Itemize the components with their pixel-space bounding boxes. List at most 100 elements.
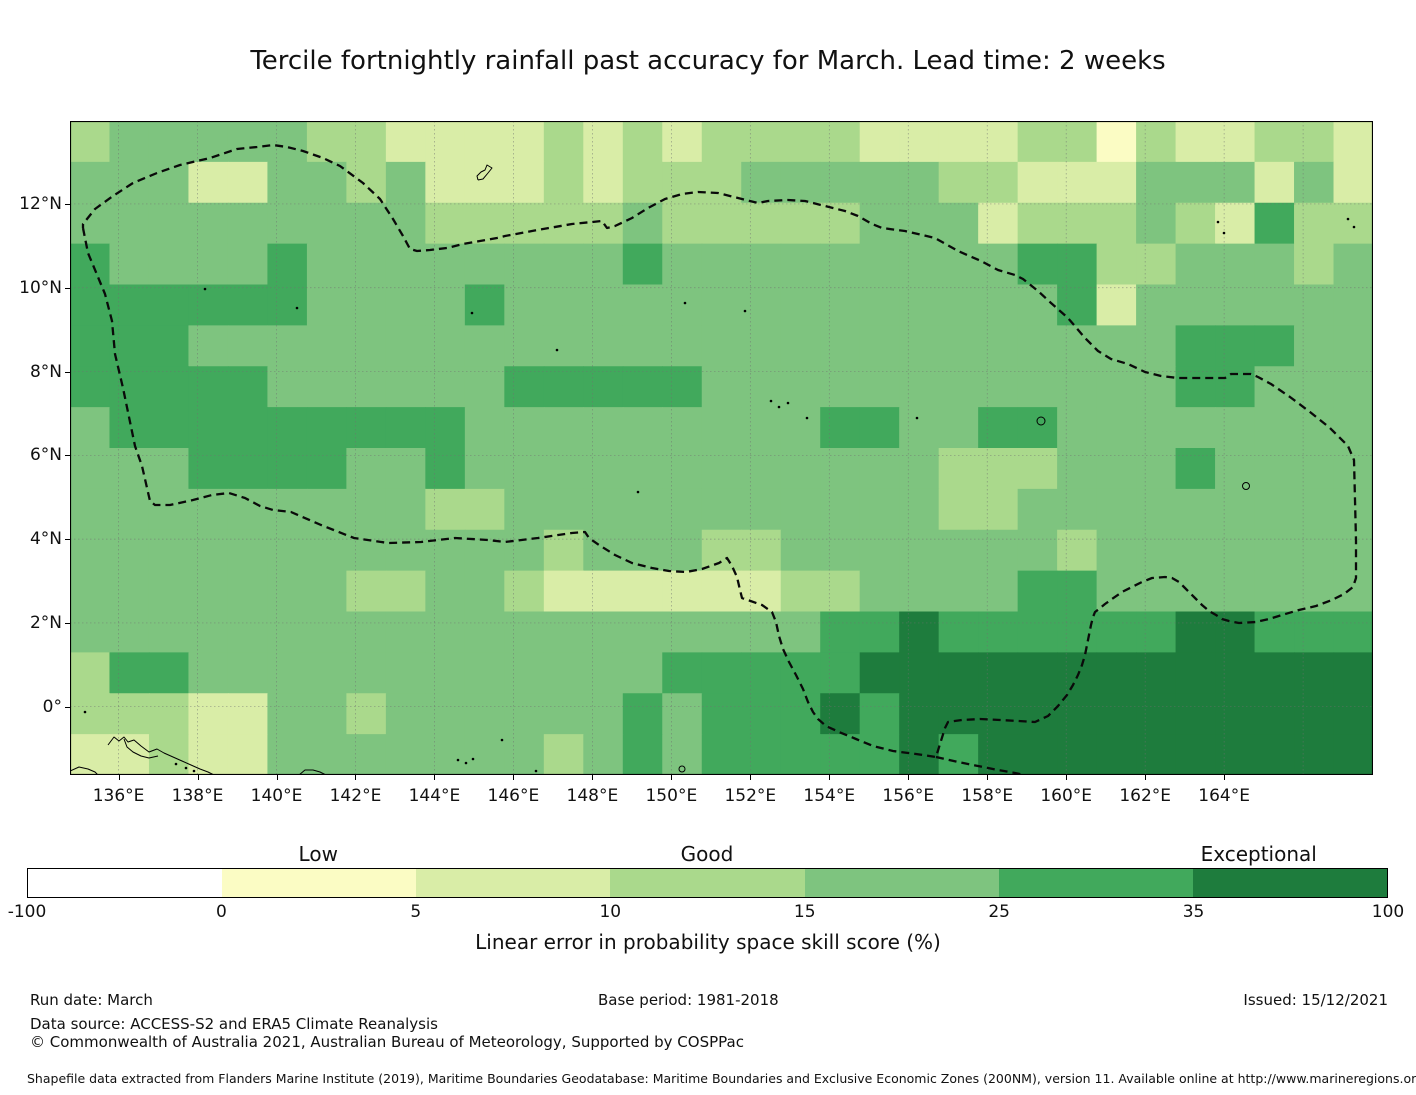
heatmap-cell bbox=[859, 570, 900, 613]
heatmap-cell bbox=[1057, 448, 1098, 490]
heatmap-cell bbox=[1175, 693, 1216, 735]
heatmap-cell bbox=[1057, 611, 1098, 653]
heatmap-cell bbox=[938, 570, 979, 613]
heatmap-cell bbox=[1136, 570, 1177, 613]
heatmap-cell bbox=[662, 366, 703, 408]
heatmap-cell bbox=[1057, 734, 1098, 775]
heatmap-cell bbox=[1294, 284, 1335, 326]
heatmap-cell bbox=[1175, 325, 1216, 367]
x-tick-label: 136°E bbox=[92, 786, 145, 806]
heatmap-cell bbox=[1254, 448, 1295, 490]
heatmap-cell bbox=[543, 407, 584, 449]
heatmap-cell bbox=[1057, 284, 1098, 326]
x-tick-label: 140°E bbox=[250, 786, 303, 806]
heatmap-cell bbox=[741, 366, 782, 408]
heatmap-cell bbox=[1096, 243, 1137, 286]
heatmap-cell bbox=[425, 325, 466, 367]
coastline bbox=[70, 766, 99, 775]
heatmap-cell bbox=[188, 734, 229, 775]
island-dot bbox=[83, 710, 87, 714]
heatmap-cell bbox=[1175, 529, 1216, 572]
heatmap-cell bbox=[1333, 202, 1373, 245]
heatmap-cell bbox=[1096, 325, 1137, 367]
heatmap-cell bbox=[1333, 325, 1373, 367]
heatmap-cell bbox=[464, 121, 505, 163]
heatmap-cell bbox=[109, 652, 150, 694]
heatmap-cell bbox=[346, 652, 387, 694]
heatmap-cell bbox=[741, 693, 782, 735]
heatmap-cell bbox=[1294, 611, 1335, 653]
heatmap-cell bbox=[267, 243, 308, 286]
heatmap-cell bbox=[346, 611, 387, 653]
heatmap-cell bbox=[1057, 652, 1098, 694]
heatmap-cell bbox=[820, 488, 861, 531]
heatmap-cell bbox=[188, 366, 229, 408]
heatmap-cell bbox=[346, 161, 387, 204]
y-tick-mark bbox=[65, 287, 70, 289]
run-date-text: Run date: March bbox=[30, 991, 153, 1009]
heatmap-cell bbox=[701, 488, 742, 531]
heatmap-cell bbox=[662, 570, 703, 613]
heatmap-cell bbox=[701, 652, 742, 694]
heatmap-cell bbox=[1017, 570, 1058, 613]
heatmap-cell bbox=[346, 734, 387, 775]
heatmap-cell bbox=[385, 448, 426, 490]
rainfall-skill-heatmap bbox=[70, 121, 1373, 775]
heatmap-cell bbox=[1215, 734, 1256, 775]
heatmap-cell bbox=[1254, 161, 1295, 204]
colorbar-category-label: Exceptional bbox=[1200, 842, 1317, 866]
heatmap-cell bbox=[780, 488, 821, 531]
heatmap-cell bbox=[978, 161, 1019, 204]
heatmap-cell bbox=[1136, 366, 1177, 408]
heatmap-cell bbox=[148, 366, 190, 408]
heatmap-cell bbox=[1333, 488, 1373, 531]
island-dot bbox=[500, 738, 504, 742]
heatmap-cell bbox=[70, 161, 111, 204]
heatmap-cell bbox=[109, 366, 150, 408]
y-tick-label: 2°N bbox=[29, 612, 62, 633]
heatmap-cell bbox=[306, 529, 347, 572]
island-dot bbox=[184, 766, 188, 770]
heatmap-cell bbox=[1096, 488, 1137, 531]
heatmap-cell bbox=[306, 366, 347, 408]
heatmap-cell bbox=[859, 325, 900, 367]
heatmap-cell bbox=[583, 202, 624, 245]
heatmap-cell bbox=[1136, 243, 1177, 286]
colorbar-tick-label: 100 bbox=[1371, 902, 1405, 922]
heatmap-cell bbox=[622, 529, 663, 572]
heatmap-cell bbox=[70, 570, 111, 613]
heatmap-cell bbox=[227, 407, 269, 449]
heatmap-cell bbox=[306, 693, 347, 735]
colorbar-axis-label: Linear error in probability space skill … bbox=[475, 930, 941, 954]
heatmap-cell bbox=[306, 611, 347, 653]
heatmap-cell bbox=[1096, 734, 1137, 775]
x-tick-mark bbox=[592, 775, 594, 780]
heatmap-cell bbox=[267, 448, 308, 490]
heatmap-cell bbox=[859, 243, 900, 286]
heatmap-cell bbox=[1136, 407, 1177, 449]
heatmap-cell bbox=[1096, 529, 1137, 572]
heatmap-cell bbox=[1017, 202, 1058, 245]
heatmap-cell bbox=[662, 161, 703, 204]
y-tick-label: 4°N bbox=[29, 529, 62, 550]
x-tick-mark bbox=[908, 775, 910, 780]
heatmap-cell bbox=[504, 570, 545, 613]
heatmap-cell bbox=[1294, 161, 1335, 204]
heatmap-cell bbox=[780, 407, 821, 449]
colorbar-tick-label: 35 bbox=[1182, 902, 1205, 922]
heatmap-cell bbox=[1096, 611, 1137, 653]
heatmap-cell bbox=[464, 611, 505, 653]
heatmap-cell bbox=[306, 488, 347, 531]
heatmap-cell bbox=[1175, 734, 1216, 775]
x-tick-mark bbox=[1224, 775, 1226, 780]
heatmap-cell bbox=[385, 529, 426, 572]
base-period-text: Base period: 1981-2018 bbox=[598, 991, 779, 1009]
heatmap-cell bbox=[662, 325, 703, 367]
heatmap-cell bbox=[227, 652, 269, 694]
heatmap-cell bbox=[70, 488, 111, 531]
x-tick-label: 154°E bbox=[803, 786, 856, 806]
heatmap-cell bbox=[1017, 121, 1058, 163]
heatmap-cell bbox=[1057, 407, 1098, 449]
heatmap-cell bbox=[1215, 488, 1256, 531]
heatmap-cell bbox=[1057, 529, 1098, 572]
